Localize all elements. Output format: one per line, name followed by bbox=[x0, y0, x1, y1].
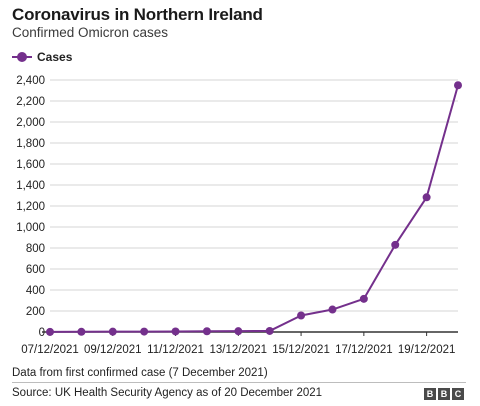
data-point bbox=[265, 326, 274, 335]
data-point bbox=[454, 81, 462, 90]
y-tick-label: 1,400 bbox=[16, 180, 45, 192]
y-tick-label: 600 bbox=[26, 264, 45, 276]
y-tick-label: 800 bbox=[26, 243, 45, 255]
x-tick-label: 19/12/2021 bbox=[398, 344, 456, 356]
data-point bbox=[422, 193, 431, 202]
data-point bbox=[359, 294, 368, 303]
x-tick-label: 17/12/2021 bbox=[335, 344, 393, 356]
x-tick-label: 13/12/2021 bbox=[210, 344, 268, 356]
data-point bbox=[202, 327, 211, 336]
data-point bbox=[108, 327, 117, 336]
y-tick-label: 1,200 bbox=[16, 201, 45, 213]
x-tick-label: 15/12/2021 bbox=[272, 344, 330, 356]
data-point bbox=[328, 305, 337, 314]
y-tick-label: 400 bbox=[26, 285, 45, 297]
data-point bbox=[234, 327, 243, 336]
x-tick-label: 07/12/2021 bbox=[21, 344, 79, 356]
bbc-logo-letter: C bbox=[452, 388, 464, 400]
data-point bbox=[171, 327, 180, 336]
series-line bbox=[49, 84, 459, 333]
footer-divider bbox=[12, 382, 466, 383]
y-tick-label: 200 bbox=[26, 306, 45, 318]
bbc-logo-letter: B bbox=[424, 388, 436, 400]
data-point bbox=[297, 311, 306, 320]
y-tick-label: 1,600 bbox=[16, 159, 45, 171]
y-tick-label: 2,200 bbox=[16, 96, 45, 108]
y-tick-label: 2,400 bbox=[16, 75, 45, 87]
data-point bbox=[77, 327, 86, 336]
chart-note: Data from first confirmed case (7 Decemb… bbox=[12, 367, 268, 379]
legend-label-cases: Cases bbox=[37, 50, 73, 64]
legend-marker-icon bbox=[12, 51, 32, 63]
chart-source: Source: UK Health Security Agency as of … bbox=[12, 387, 323, 399]
y-tick-label: 1,800 bbox=[16, 138, 45, 150]
chart-legend: Cases bbox=[12, 49, 72, 65]
bbc-logo: B B C bbox=[424, 388, 464, 400]
data-point bbox=[391, 240, 400, 249]
y-tick-label: 2,000 bbox=[16, 117, 45, 129]
x-tick-label: 09/12/2021 bbox=[84, 344, 142, 356]
data-point bbox=[46, 327, 54, 336]
y-tick-label: 0 bbox=[39, 327, 45, 339]
x-tick-label: 11/12/2021 bbox=[147, 344, 204, 356]
y-tick-label: 1,000 bbox=[16, 222, 45, 234]
bbc-logo-letter: B bbox=[438, 388, 450, 400]
data-point bbox=[140, 327, 149, 336]
chart-subtitle: Confirmed Omicron cases bbox=[12, 25, 169, 40]
chart-title: Coronavirus in Northern Ireland bbox=[12, 5, 263, 24]
